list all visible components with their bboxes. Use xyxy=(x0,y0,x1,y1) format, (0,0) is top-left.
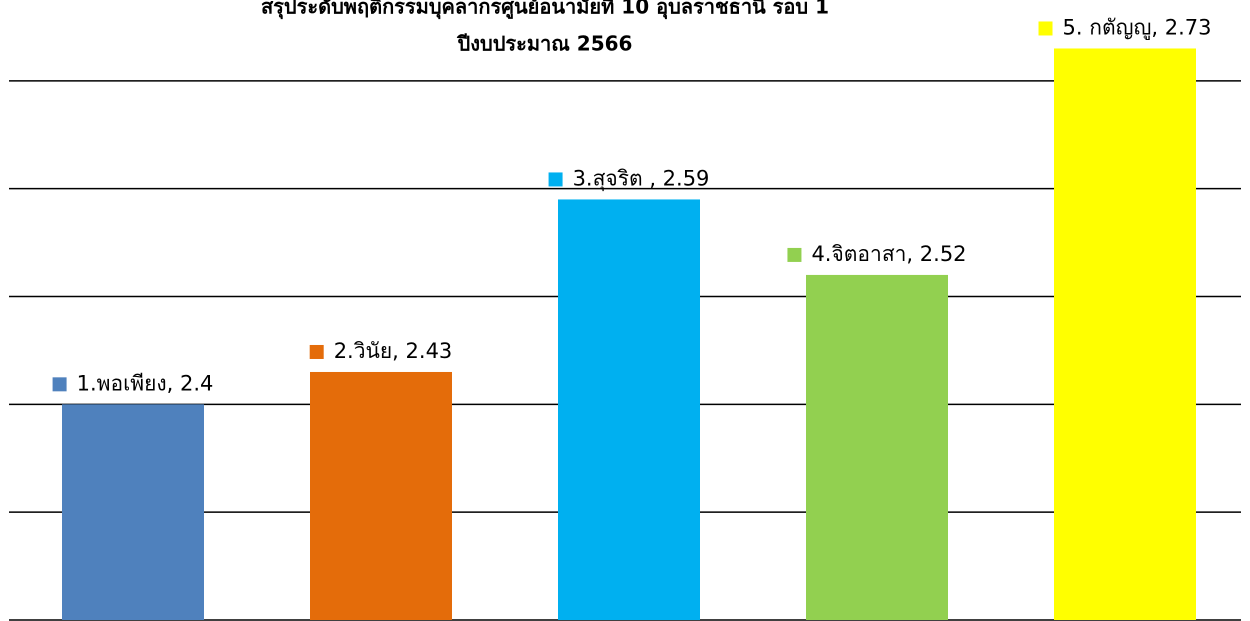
bar xyxy=(1054,48,1196,620)
legend-swatch xyxy=(52,377,67,392)
legend-swatch xyxy=(1038,21,1053,36)
legend-swatch xyxy=(548,172,563,187)
chart-title: ปีงบประมาณ 2566 xyxy=(456,32,632,56)
data-label: 1.พอเพียง, 2.4 xyxy=(77,371,214,395)
bar xyxy=(558,199,700,620)
legend-swatch xyxy=(787,247,802,262)
data-label: 2.วินัย, 2.43 xyxy=(334,339,453,363)
bar xyxy=(310,371,452,620)
data-label: 3.สุจริต , 2.59 xyxy=(573,166,710,191)
bar xyxy=(806,274,948,620)
data-label: 5. กตัญญู, 2.73 xyxy=(1063,15,1212,40)
data-label: 4.จิตอาสา, 2.52 xyxy=(811,242,966,266)
chart-title: สรุประดับพฤติกรรมบุคลากรศูนย์อนามัยที่ 1… xyxy=(261,0,829,21)
bar xyxy=(62,404,204,620)
legend-swatch xyxy=(309,344,324,359)
